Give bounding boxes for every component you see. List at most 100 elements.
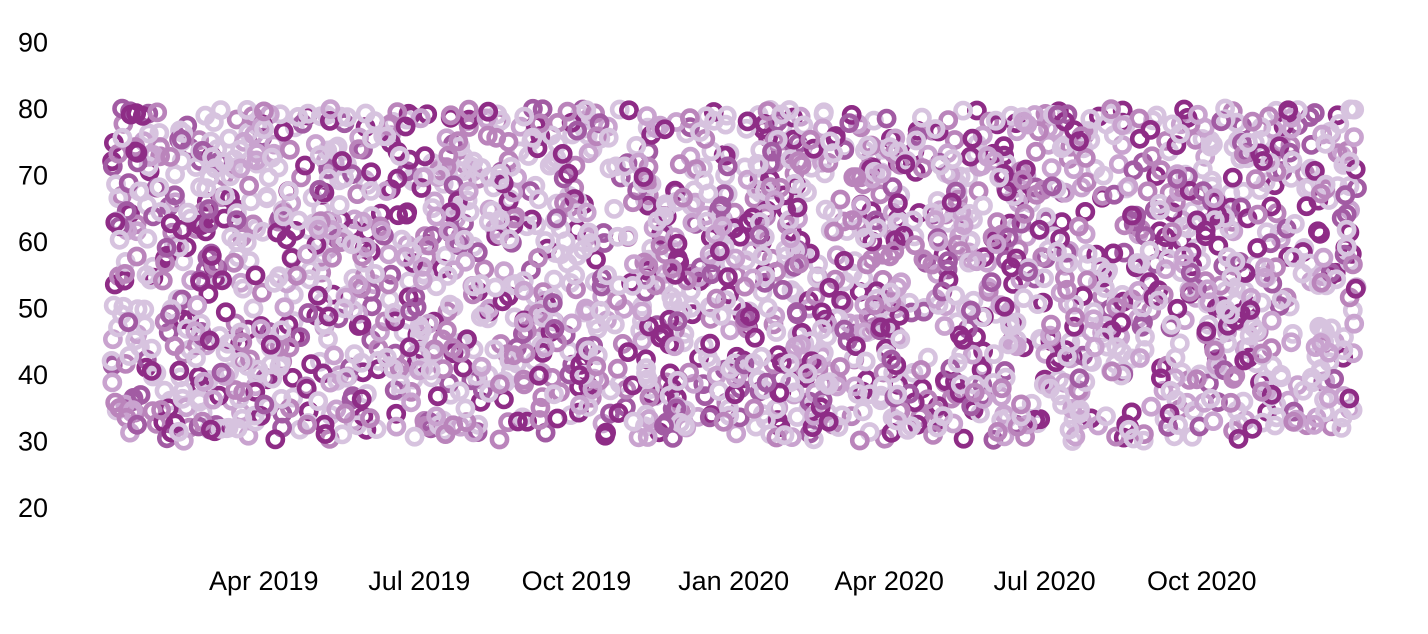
- data-point: [725, 248, 746, 269]
- data-point: [958, 167, 979, 187]
- data-point: [607, 226, 628, 247]
- data-point: [1082, 352, 1102, 372]
- data-point: [934, 316, 955, 336]
- data-point: [853, 401, 873, 422]
- data-point: [470, 306, 491, 327]
- data-point: [1180, 281, 1200, 302]
- data-point: [1162, 222, 1182, 242]
- data-point: [404, 426, 425, 447]
- data-point: [604, 198, 625, 219]
- data-point: [127, 414, 147, 435]
- data-point: [150, 202, 171, 222]
- data-point: [1293, 380, 1314, 401]
- data-point: [987, 212, 1008, 233]
- data-point: [1242, 111, 1263, 132]
- data-point: [141, 338, 162, 359]
- data-point: [834, 250, 854, 271]
- data-point: [412, 270, 433, 291]
- data-point: [872, 375, 893, 396]
- data-point: [784, 382, 805, 403]
- data-point: [147, 102, 168, 123]
- data-point: [857, 254, 877, 275]
- data-point: [787, 407, 808, 427]
- data-point: [789, 253, 810, 274]
- data-point: [827, 376, 847, 397]
- data-point: [1151, 368, 1171, 389]
- data-point: [378, 274, 399, 295]
- data-point: [609, 99, 630, 120]
- data-point: [1253, 371, 1274, 392]
- data-point: [578, 143, 599, 164]
- data-point: [245, 265, 266, 286]
- data-point: [1186, 369, 1207, 390]
- data-point: [1069, 131, 1089, 152]
- data-point: [1059, 419, 1080, 440]
- data-point: [925, 210, 945, 230]
- data-point: [605, 314, 625, 335]
- data-point: [533, 307, 553, 328]
- data-point: [693, 374, 714, 394]
- data-point: [779, 100, 800, 120]
- data-point: [977, 146, 998, 166]
- data-point: [109, 229, 130, 250]
- data-point: [1255, 267, 1275, 288]
- data-point: [130, 385, 151, 405]
- data-point: [1204, 340, 1225, 361]
- data-point: [1140, 119, 1161, 140]
- data-point: [619, 100, 639, 121]
- data-point: [142, 401, 163, 421]
- data-point: [188, 214, 209, 235]
- data-point: [662, 427, 683, 448]
- data-point: [386, 403, 407, 424]
- data-point: [169, 360, 190, 381]
- data-point: [283, 387, 304, 408]
- data-point: [1161, 314, 1182, 335]
- data-point: [214, 152, 234, 173]
- data-point: [1011, 394, 1031, 415]
- data-point: [1111, 312, 1131, 333]
- data-point: [662, 258, 682, 279]
- data-point: [395, 116, 416, 137]
- data-point: [154, 380, 175, 401]
- data-point: [1057, 279, 1077, 300]
- data-point: [734, 276, 755, 297]
- data-point: [1196, 321, 1217, 342]
- data-point: [129, 181, 150, 202]
- data-point: [626, 135, 647, 156]
- data-point: [787, 197, 808, 218]
- data-point: [1139, 240, 1160, 261]
- data-point: [1283, 411, 1304, 432]
- data-point: [387, 168, 408, 189]
- data-point: [887, 384, 908, 405]
- data-point: [134, 299, 155, 320]
- data-point: [673, 187, 693, 208]
- data-point: [1208, 235, 1229, 256]
- data-point: [1150, 200, 1170, 220]
- data-point: [991, 378, 1012, 399]
- data-point: [1278, 100, 1299, 121]
- data-point: [1167, 298, 1188, 319]
- data-point: [766, 399, 786, 419]
- data-point: [1200, 388, 1221, 409]
- data-point: [669, 154, 690, 175]
- data-point: [911, 360, 931, 380]
- data-point: [1305, 160, 1325, 181]
- data-point: [201, 245, 222, 266]
- data-point: [766, 261, 787, 282]
- data-point: [1166, 192, 1186, 213]
- data-point: [1282, 323, 1303, 344]
- data-point: [846, 336, 866, 356]
- data-point: [401, 392, 421, 413]
- data-point: [409, 316, 430, 336]
- data-point: [230, 322, 251, 343]
- data-point: [953, 100, 973, 121]
- data-point: [319, 111, 340, 131]
- data-point: [271, 320, 292, 341]
- data-point: [716, 290, 737, 311]
- data-point: [141, 360, 162, 381]
- data-point: [295, 155, 315, 176]
- y-tick-label: 50: [18, 294, 48, 324]
- data-point: [1132, 297, 1153, 318]
- data-point: [1312, 124, 1333, 145]
